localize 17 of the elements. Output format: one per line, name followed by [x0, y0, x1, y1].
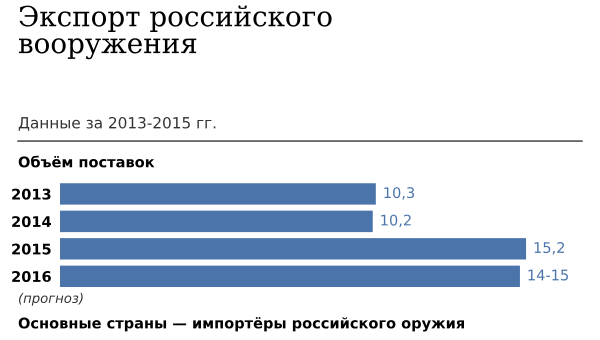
data-label: 14-15 — [528, 270, 568, 281]
bar — [60, 210, 373, 232]
data-label: 10,3 — [384, 187, 414, 200]
text: (прогноз) — [19, 292, 83, 306]
data-label: 10,2 — [381, 214, 411, 228]
y-tick-label: 2014 — [12, 216, 51, 228]
data-label: 15,2 — [534, 242, 564, 255]
bar — [60, 266, 520, 287]
y-tick-label: 2013 — [12, 188, 51, 200]
bar — [60, 183, 376, 205]
text: Объём поставок — [18, 156, 154, 168]
y-tick-label: 2016 — [12, 271, 51, 282]
chart-subtitle: Данные за 2013-2015 гг. — [18, 116, 216, 131]
chart-title: Экспорт российского вооружения — [18, 5, 332, 60]
y-tick-label: 2015 — [12, 244, 51, 255]
text: Основные страны — импортёры российского оружия — [18, 317, 464, 332]
bar — [60, 238, 526, 260]
